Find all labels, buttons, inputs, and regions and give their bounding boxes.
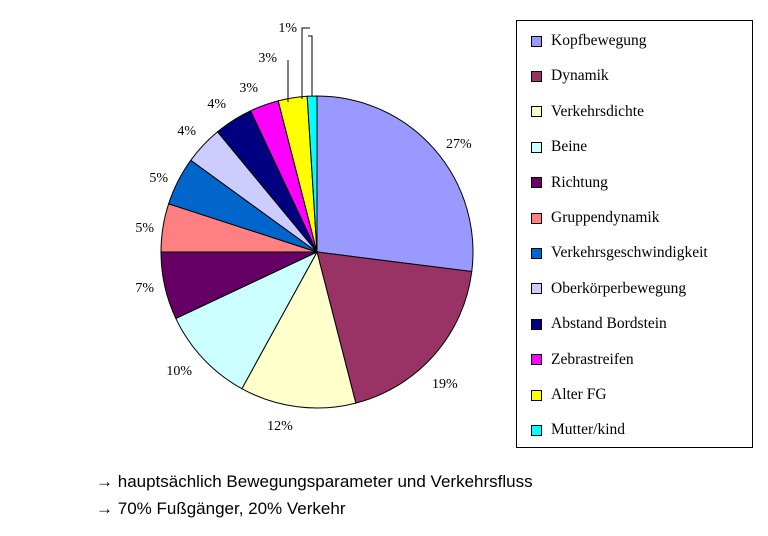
pie-slice-verkehrsdichte (241, 250, 357, 409)
legend-item: Abstand Bordstein (531, 314, 667, 334)
data-label: 1% (278, 21, 297, 36)
legend-swatch (531, 35, 542, 47)
legend-item: Zebrastreifen (531, 350, 634, 370)
data-label: 19% (432, 377, 458, 392)
legend-item: Verkehrsgeschwindigkeit (531, 243, 708, 263)
data-label: 4% (207, 97, 226, 112)
leader-line (301, 27, 310, 99)
note-line-1: → hauptsächlich Bewegungsparameter und V… (96, 472, 533, 492)
data-label: 3% (239, 81, 258, 96)
data-label: 5% (149, 171, 168, 186)
note-line-2: → 70% Fußgänger, 20% Verkehr (96, 499, 345, 519)
legend-label: Zebrastreifen (551, 350, 634, 368)
legend-label: Mutter/kind (551, 421, 626, 439)
legend: Kopfbewegung Dynamik Verkehrsdichte Beine Ri… (516, 20, 753, 448)
note-text-1: hauptsächlich Bewegungsparameter und Ver… (117, 472, 533, 491)
pie-slice-mutter-kind (306, 95, 318, 253)
legend-item: Mutter/kind (531, 420, 625, 440)
legend-item: Beine (531, 137, 587, 157)
data-label: 4% (177, 124, 196, 139)
legend-swatch (531, 318, 542, 330)
legend-label: Kopfbewegung (551, 32, 647, 49)
pie-chart: 27%19%12%10%7%5%5%4%4%3%3%1% (135, 21, 474, 434)
data-label: 3% (258, 51, 277, 66)
legend-swatch (531, 106, 542, 118)
legend-label: Gruppendynamik (551, 209, 660, 226)
pie-slice-beine (175, 250, 319, 390)
legend-swatch (531, 212, 542, 224)
arrow-icon: → (96, 499, 113, 518)
legend-swatch (531, 389, 542, 401)
legend-label: Beine (551, 138, 588, 156)
legend-swatch (531, 141, 542, 153)
legend-item: Gruppendynamik (531, 208, 659, 228)
leader-line (308, 35, 313, 96)
legend-item: Dynamik (531, 66, 609, 86)
data-label: 27% (446, 137, 472, 152)
legend-label: Abstand Bordstein (551, 315, 667, 333)
legend-label: Verkehrsdichte (551, 102, 644, 120)
legend-label: Alter FG (551, 386, 607, 403)
legend-swatch (531, 177, 542, 189)
arrow-icon: → (96, 472, 113, 491)
legend-swatch (531, 247, 542, 259)
data-label: 10% (166, 364, 192, 379)
data-label: 12% (267, 419, 293, 434)
legend-label: Richtung (551, 173, 608, 191)
pie-slice-kopfbewegung (316, 95, 474, 273)
legend-swatch (531, 70, 542, 82)
legend-item: Richtung (531, 173, 608, 193)
data-label: 7% (135, 281, 154, 296)
legend-swatch (531, 424, 542, 436)
legend-label: Verkehrsgeschwindigkeit (551, 244, 708, 262)
pie-slice-dynamik (316, 251, 473, 404)
legend-item: Oberkörperbewegung (531, 279, 686, 299)
legend-swatch (531, 354, 542, 366)
data-label: 5% (135, 221, 154, 236)
legend-item: Verkehrsdichte (531, 102, 644, 122)
legend-item: Alter FG (531, 385, 607, 405)
legend-swatch (531, 283, 542, 295)
legend-label: Dynamik (551, 67, 609, 85)
legend-label: Oberkörperbewegung (551, 279, 687, 297)
note-text-2: 70% Fußgänger, 20% Verkehr (117, 499, 346, 518)
legend-item: Kopfbewegung (531, 31, 647, 51)
